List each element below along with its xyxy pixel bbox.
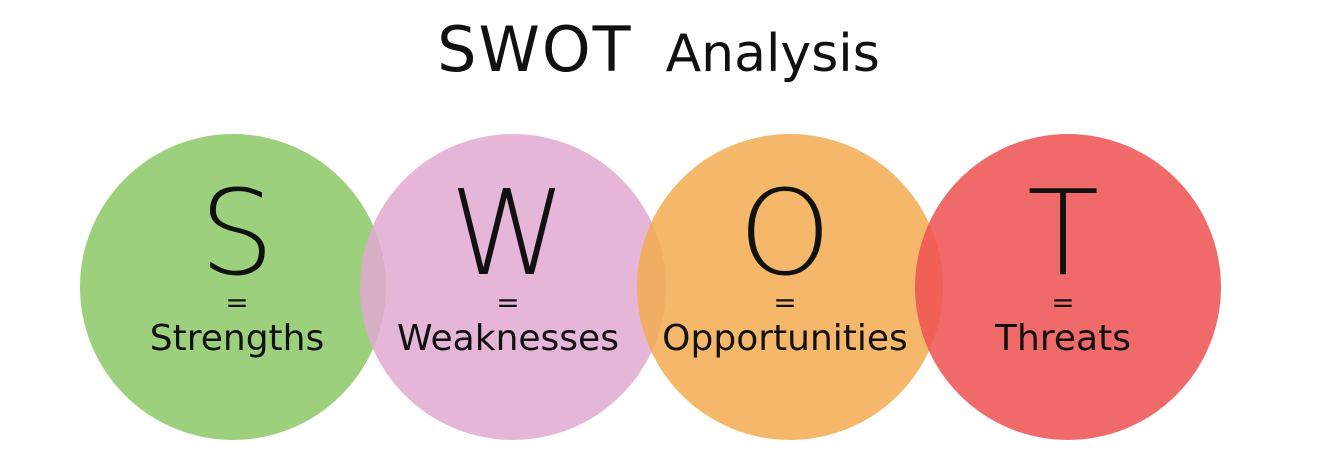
weaknesses-label: W = Weaknesses <box>355 164 661 362</box>
opportunities-label: O = Opportunities <box>632 164 938 362</box>
opportunities-word: Opportunities <box>662 318 908 359</box>
opportunities-equals: = <box>773 286 797 319</box>
strengths-label: S = Strengths <box>84 164 390 362</box>
weaknesses-letter: W <box>449 164 567 302</box>
strengths-circle <box>80 134 386 440</box>
title-main: SWOT <box>437 13 633 86</box>
threats-equals: = <box>1051 286 1075 319</box>
weaknesses-circle <box>360 134 666 440</box>
threats-circle <box>915 134 1221 440</box>
weaknesses-equals: = <box>496 286 520 319</box>
title-sub: Analysis <box>665 24 880 84</box>
weaknesses-word: Weaknesses <box>397 318 619 359</box>
threats-letter: T <box>1026 164 1100 302</box>
strengths-word: Strengths <box>149 318 325 359</box>
threats-label: T = Threats <box>910 164 1216 362</box>
opportunities-letter: O <box>738 164 832 302</box>
strengths-equals: = <box>225 286 249 319</box>
opportunities-circle <box>637 134 943 440</box>
diagram-title: SWOT Analysis <box>0 10 1317 90</box>
strengths-letter: S <box>199 164 275 302</box>
threats-word: Threats <box>995 318 1131 359</box>
